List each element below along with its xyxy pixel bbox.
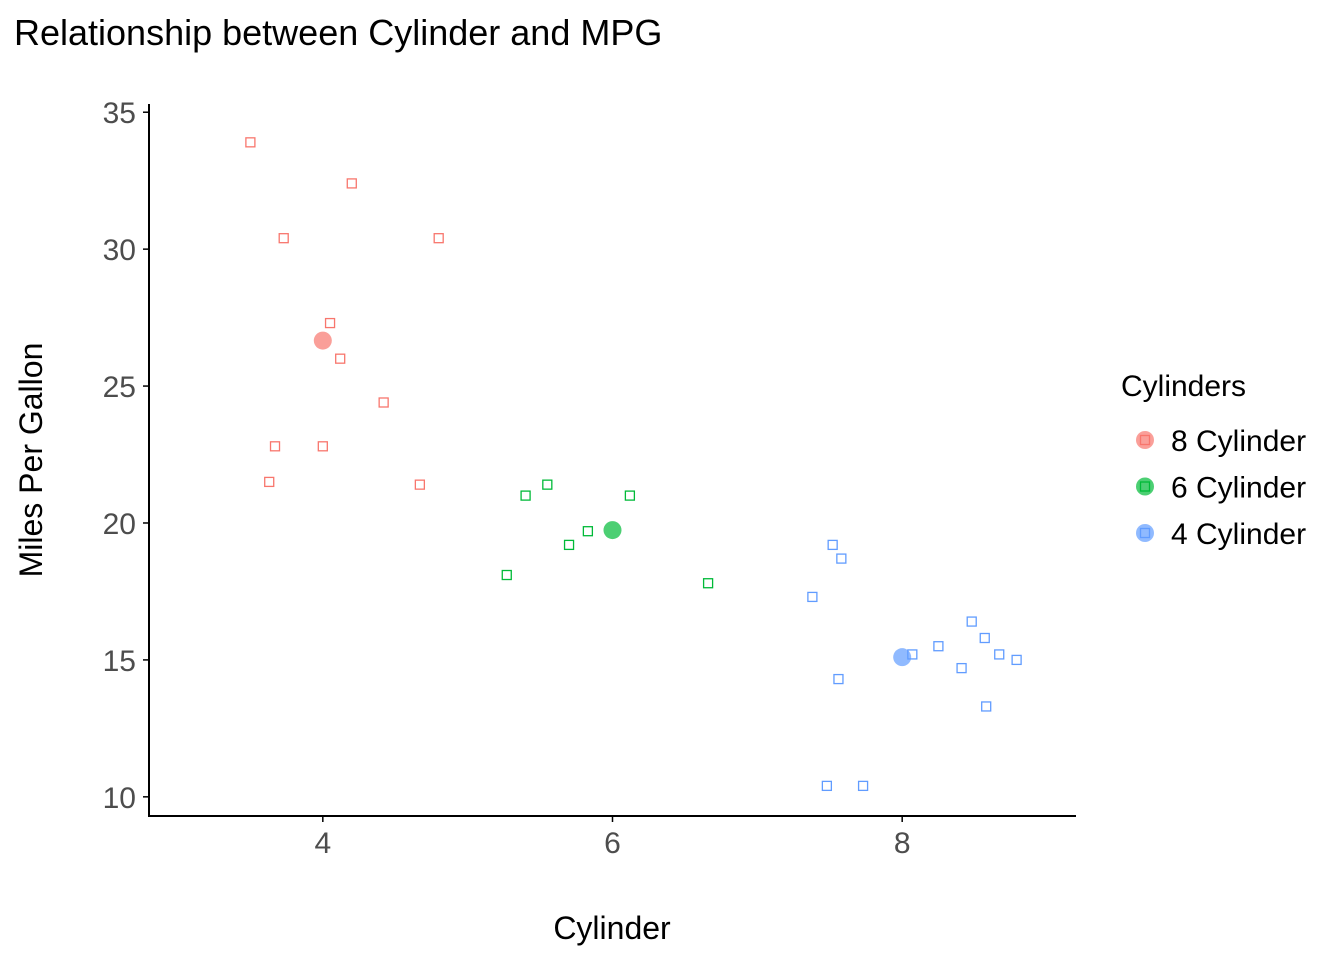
x-tick-label: 6 bbox=[604, 827, 621, 860]
legend: Cylinders 8 Cylinder 6 Cylinder 4 Cylinder bbox=[1121, 370, 1306, 551]
mean-point bbox=[893, 648, 912, 667]
data-point bbox=[563, 539, 575, 551]
x-axis-label: Cylinder bbox=[553, 910, 671, 946]
mean-point bbox=[603, 521, 622, 540]
data-point bbox=[624, 490, 636, 501]
series-8-cylinder bbox=[245, 137, 444, 490]
data-point bbox=[433, 233, 444, 244]
legend-label: 4 Cylinder bbox=[1171, 518, 1306, 551]
x-tick-label: 4 bbox=[314, 827, 331, 860]
data-point bbox=[520, 490, 531, 501]
data-point bbox=[335, 353, 346, 364]
data-point bbox=[264, 476, 275, 488]
y-tick-label: 20 bbox=[103, 508, 136, 541]
legend-label: 8 Cylinder bbox=[1171, 425, 1306, 458]
legend-title: Cylinders bbox=[1121, 370, 1246, 403]
data-point bbox=[317, 441, 328, 452]
series-4-cylinder bbox=[807, 539, 1022, 792]
data-point bbox=[857, 780, 869, 792]
legend-entry: 6 Cylinder bbox=[1136, 472, 1306, 505]
legend-key-square bbox=[1139, 527, 1151, 539]
data-point bbox=[956, 662, 967, 674]
data-point bbox=[414, 479, 426, 490]
data-point bbox=[1011, 654, 1022, 666]
data-point bbox=[836, 553, 847, 564]
data-point bbox=[378, 397, 389, 408]
legend-entry: 8 Cylinder bbox=[1136, 425, 1306, 458]
y-tick-label: 30 bbox=[103, 234, 136, 267]
chart-title: Relationship between Cylinder and MPG bbox=[14, 12, 662, 53]
legend-key-circle bbox=[1136, 477, 1154, 496]
data-point bbox=[278, 233, 289, 244]
data-point bbox=[821, 780, 833, 792]
y-axis-ticks: 10 15 20 25 30 35 bbox=[103, 97, 149, 815]
legend-key-circle bbox=[1136, 431, 1154, 449]
data-point bbox=[245, 137, 256, 148]
x-tick-label: 8 bbox=[894, 827, 911, 860]
legend-key-circle bbox=[1136, 524, 1154, 542]
data-point bbox=[269, 441, 281, 452]
data-point bbox=[501, 569, 512, 581]
plot-area bbox=[245, 137, 1022, 792]
legend-key-square bbox=[1139, 434, 1151, 446]
y-tick-label: 25 bbox=[103, 371, 136, 404]
data-point bbox=[346, 178, 357, 189]
legend-key-square bbox=[1139, 481, 1151, 492]
y-axis-label: Miles Per Gallon bbox=[13, 343, 49, 578]
x-axis-ticks: 4 6 8 bbox=[314, 816, 911, 860]
data-point bbox=[979, 632, 990, 644]
data-point bbox=[966, 616, 977, 627]
data-point bbox=[994, 649, 1005, 660]
y-tick-label: 35 bbox=[103, 97, 136, 130]
data-point bbox=[827, 539, 838, 551]
data-point bbox=[833, 673, 844, 685]
y-tick-label: 15 bbox=[103, 645, 136, 678]
data-point bbox=[542, 479, 553, 490]
data-point bbox=[807, 591, 818, 603]
data-point bbox=[702, 578, 714, 589]
data-point bbox=[933, 641, 944, 652]
series-6-cylinder bbox=[501, 479, 714, 589]
data-point bbox=[324, 317, 336, 329]
data-point bbox=[582, 526, 594, 537]
legend-entries: 8 Cylinder 6 Cylinder 4 Cylinder bbox=[1136, 425, 1306, 551]
y-tick-label: 10 bbox=[103, 782, 136, 815]
data-point bbox=[981, 701, 992, 712]
mean-point bbox=[313, 331, 332, 350]
legend-entry: 4 Cylinder bbox=[1136, 518, 1306, 551]
legend-label: 6 Cylinder bbox=[1171, 472, 1306, 505]
